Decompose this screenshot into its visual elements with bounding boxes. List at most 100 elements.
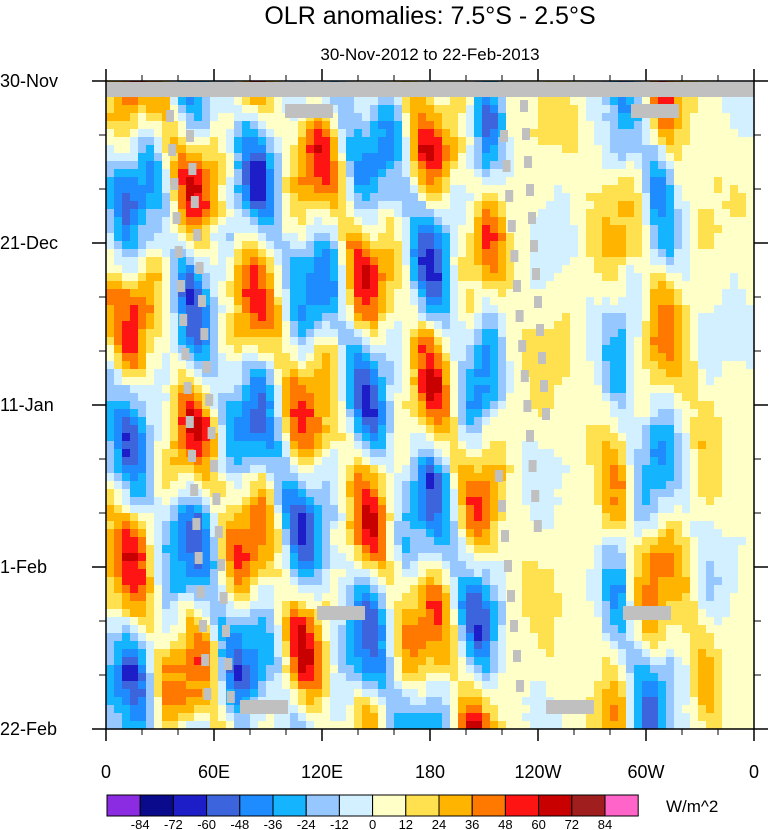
heatmap-cell bbox=[194, 313, 203, 322]
heatmap-cell bbox=[322, 441, 331, 450]
heatmap-cell bbox=[538, 417, 547, 426]
heatmap-cell bbox=[522, 137, 531, 146]
heatmap-cell bbox=[706, 481, 715, 490]
heatmap-cell bbox=[330, 473, 339, 482]
heatmap-cell bbox=[354, 345, 363, 354]
heatmap-cell bbox=[498, 345, 507, 354]
heatmap-cell bbox=[746, 393, 755, 402]
heatmap-cell bbox=[146, 105, 155, 114]
heatmap-cell bbox=[586, 433, 595, 442]
heatmap-cell bbox=[138, 529, 147, 538]
heatmap-cell bbox=[730, 297, 739, 306]
heatmap-cell bbox=[162, 529, 171, 538]
heatmap-cell bbox=[274, 473, 283, 482]
heatmap-cell bbox=[522, 561, 531, 570]
heatmap-cell bbox=[626, 289, 635, 298]
heatmap-cell bbox=[538, 233, 547, 242]
heatmap-cell bbox=[514, 177, 523, 186]
heatmap-cell bbox=[610, 169, 619, 178]
heatmap-cell bbox=[282, 393, 291, 402]
heatmap-cell bbox=[418, 401, 427, 410]
heatmap-cell bbox=[570, 481, 579, 490]
heatmap-cell bbox=[266, 121, 275, 130]
heatmap-cell bbox=[162, 417, 171, 426]
heatmap-cell bbox=[538, 209, 547, 218]
heatmap-cell bbox=[298, 241, 307, 250]
heatmap-cell bbox=[338, 153, 347, 162]
heatmap-cell bbox=[338, 225, 347, 234]
heatmap-cell bbox=[610, 217, 619, 226]
heatmap-cell bbox=[170, 169, 179, 178]
heatmap-cell bbox=[722, 281, 731, 290]
heatmap-cell bbox=[298, 353, 307, 362]
heatmap-cell bbox=[642, 169, 651, 178]
heatmap-cell bbox=[650, 193, 659, 202]
heatmap-cell bbox=[650, 233, 659, 242]
heatmap-cell bbox=[650, 481, 659, 490]
heatmap-cell bbox=[618, 337, 627, 346]
heatmap-cell bbox=[354, 177, 363, 186]
heatmap-cell bbox=[706, 257, 715, 266]
heatmap-cell bbox=[522, 257, 531, 266]
heatmap-cell bbox=[418, 569, 427, 578]
heatmap-cell bbox=[370, 249, 379, 258]
heatmap-cell bbox=[138, 561, 147, 570]
heatmap-cell bbox=[642, 545, 651, 554]
heatmap-cell bbox=[450, 337, 459, 346]
heatmap-cell bbox=[642, 153, 651, 162]
heatmap-cell bbox=[186, 513, 195, 522]
heatmap-cell bbox=[306, 481, 315, 490]
heatmap-cell bbox=[146, 137, 155, 146]
heatmap-cell bbox=[386, 409, 395, 418]
heatmap-cell bbox=[122, 345, 131, 354]
heatmap-cell bbox=[418, 289, 427, 298]
heatmap-cell bbox=[474, 161, 483, 170]
heatmap-cell bbox=[658, 161, 667, 170]
heatmap-cell bbox=[114, 449, 123, 458]
heatmap-cell bbox=[274, 521, 283, 530]
heatmap-cell bbox=[578, 289, 587, 298]
heatmap-cell bbox=[282, 417, 291, 426]
heatmap-cell bbox=[250, 481, 259, 490]
heatmap-cell bbox=[322, 249, 331, 258]
heatmap-cell bbox=[410, 289, 419, 298]
heatmap-cell bbox=[634, 553, 643, 562]
heatmap-cell bbox=[306, 465, 315, 474]
heatmap-cell bbox=[738, 265, 747, 274]
heatmap-cell bbox=[418, 121, 427, 130]
heatmap-cell bbox=[330, 209, 339, 218]
heatmap-cell bbox=[330, 465, 339, 474]
heatmap-cell bbox=[642, 161, 651, 170]
heatmap-cell bbox=[274, 145, 283, 154]
heatmap-cell bbox=[146, 177, 155, 186]
heatmap-cell bbox=[306, 401, 315, 410]
heatmap-cell bbox=[434, 185, 443, 194]
heatmap-cell bbox=[266, 305, 275, 314]
heatmap-cell bbox=[554, 393, 563, 402]
heatmap-cell bbox=[570, 385, 579, 394]
heatmap-cell bbox=[714, 393, 723, 402]
heatmap-cell bbox=[506, 345, 515, 354]
heatmap-cell bbox=[250, 489, 259, 498]
heatmap-cell bbox=[658, 473, 667, 482]
heatmap-cell bbox=[202, 521, 211, 530]
heatmap-cell bbox=[626, 305, 635, 314]
heatmap-cell bbox=[162, 209, 171, 218]
heatmap-cell bbox=[578, 385, 587, 394]
heatmap-cell bbox=[410, 497, 419, 506]
heatmap-cell bbox=[114, 305, 123, 314]
heatmap-cell bbox=[570, 281, 579, 290]
heatmap-cell bbox=[714, 361, 723, 370]
heatmap-cell bbox=[698, 345, 707, 354]
heatmap-cell bbox=[714, 489, 723, 498]
heatmap-cell bbox=[394, 113, 403, 122]
heatmap-cell bbox=[570, 521, 579, 530]
heatmap-cell bbox=[290, 521, 299, 530]
heatmap-cell bbox=[498, 393, 507, 402]
heatmap-cell bbox=[666, 465, 675, 474]
heatmap-cell bbox=[218, 225, 227, 234]
heatmap-cell bbox=[114, 249, 123, 258]
heatmap-cell bbox=[378, 521, 387, 530]
heatmap-cell bbox=[418, 385, 427, 394]
heatmap-cell bbox=[538, 449, 547, 458]
